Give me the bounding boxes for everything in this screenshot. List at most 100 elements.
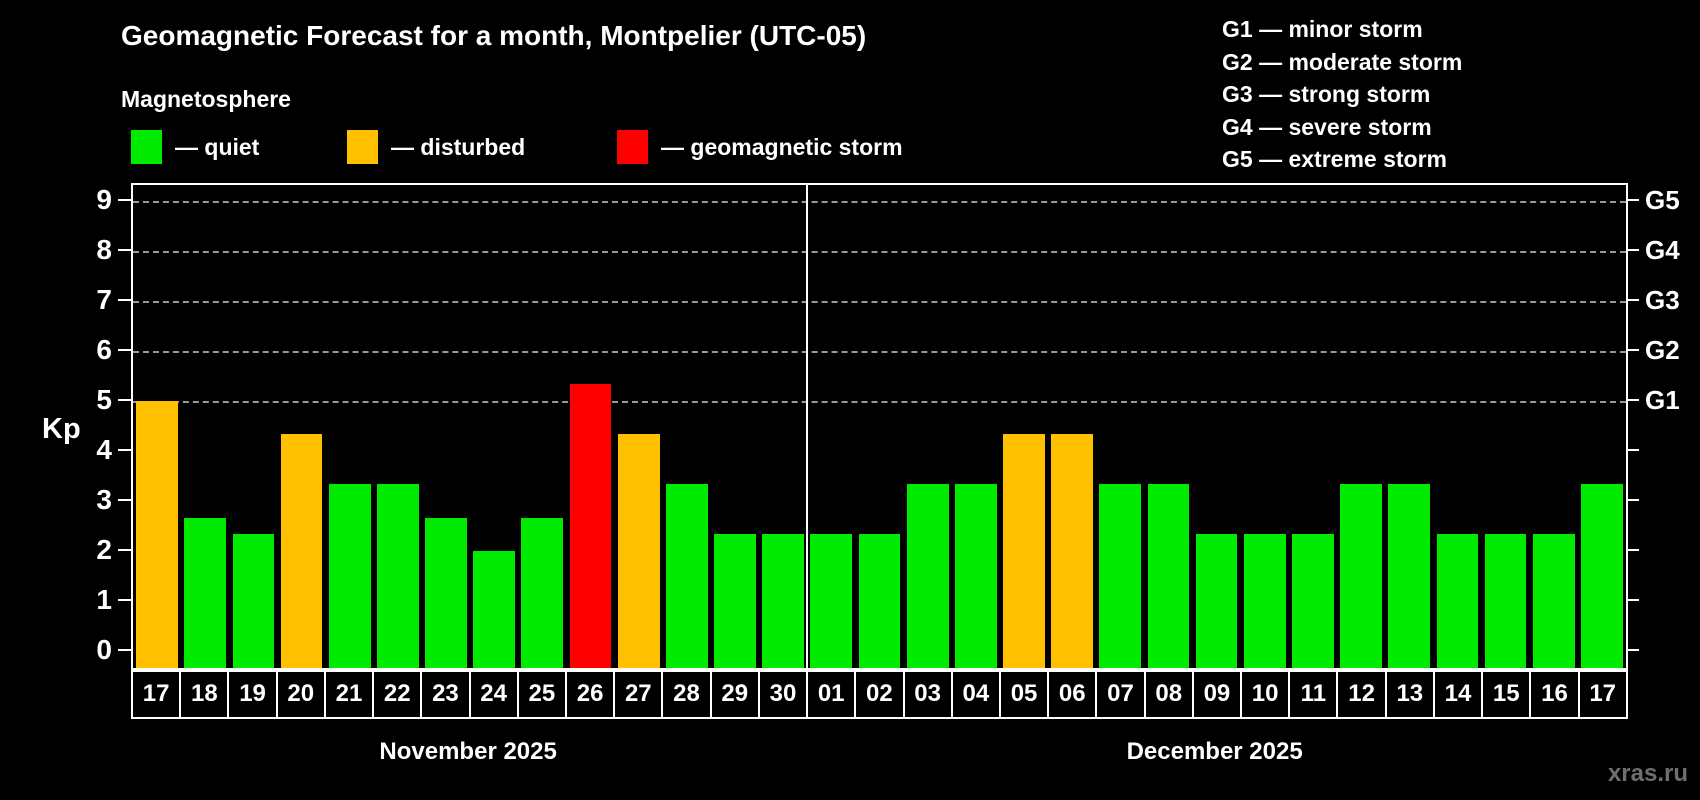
g-scale-label-g4: G4	[1645, 235, 1680, 265]
day-cell-13: 13	[1387, 670, 1435, 717]
kp-bar-day-14	[1436, 534, 1479, 670]
day-cell-04: 04	[953, 670, 1001, 717]
kp-bar-day-29	[714, 534, 756, 670]
kp-bar-day-18	[184, 517, 227, 670]
y-tick-label-7: 7	[96, 284, 112, 315]
gridline-kp7	[133, 301, 1626, 303]
g-scale-label-g5: G5	[1645, 185, 1680, 215]
kp-bar-day-07	[1099, 484, 1142, 670]
day-cell-29: 29	[712, 670, 760, 717]
kp-bar-day-06	[1051, 434, 1093, 670]
legend-label-disturbed: — disturbed	[391, 133, 526, 160]
left-tick-kp6	[118, 349, 131, 351]
storm-color-swatch	[617, 130, 648, 164]
legend-label-storm: — geomagnetic storm	[661, 133, 903, 160]
kp-bar-day-02	[858, 534, 901, 670]
day-cell-17: 17	[1589, 679, 1617, 707]
kp-bar-day-09	[1195, 534, 1238, 670]
day-cell-05: 05	[1001, 670, 1050, 717]
gridline-kp9	[133, 201, 1626, 203]
y-tick-label-9: 9	[96, 184, 112, 215]
day-cell-07: 07	[1097, 670, 1146, 717]
y-tick-label-8: 8	[96, 234, 112, 265]
right-tick-kp2	[1626, 549, 1639, 551]
day-cell-03: 03	[905, 670, 953, 717]
g-legend-line-g4: G4 — severe storm	[1222, 113, 1432, 140]
month-label-1: December 2025	[1126, 738, 1303, 765]
day-cell-25: 25	[519, 670, 567, 717]
kp-bar-day-26	[569, 384, 612, 670]
day-cell-19: 19	[229, 670, 278, 717]
kp-bar-day-20	[280, 434, 323, 670]
kp-bar-day-23	[425, 517, 467, 670]
kp-bar-day-30	[762, 534, 805, 670]
right-tick-kp0	[1626, 649, 1639, 651]
kp-bar-day-15	[1484, 534, 1527, 670]
day-cell-24: 24	[471, 670, 519, 717]
day-cell-30: 30	[760, 670, 809, 717]
kp-axis-title: Kp	[42, 413, 81, 445]
legend-item-storm: — geomagnetic storm	[617, 129, 903, 165]
g-scale-label-g2: G2	[1645, 335, 1680, 365]
quiet-color-swatch	[131, 130, 162, 164]
day-cell-23: 23	[422, 670, 471, 717]
plot-area	[131, 183, 1628, 672]
day-cell-08: 08	[1146, 670, 1194, 717]
right-tick-kp8	[1626, 249, 1639, 251]
g-legend-line-g1: G1 — minor storm	[1222, 16, 1423, 42]
kp-bar-day-28	[665, 484, 708, 670]
g-legend-line-g5: G5 — extreme storm	[1222, 146, 1447, 172]
kp-bar-day-08	[1147, 484, 1190, 670]
kp-bar-day-25	[521, 517, 564, 670]
g-legend-line-g2: G2 — moderate storm	[1222, 48, 1463, 75]
y-tick-label-5: 5	[96, 384, 112, 415]
y-tick-label-6: 6	[96, 334, 112, 365]
kp-bar-day-03	[906, 484, 949, 670]
day-cell-11: 11	[1290, 670, 1339, 717]
kp-bar-day-05	[1003, 434, 1045, 670]
left-tick-kp1	[118, 599, 131, 601]
day-cell-14: 14	[1435, 670, 1484, 717]
legend-item-quiet: — quiet	[131, 129, 259, 165]
g-legend-line-g3: G3 — strong storm	[1222, 81, 1431, 107]
day-cell-18: 18	[181, 670, 230, 717]
left-tick-kp3	[118, 499, 131, 501]
day-cell-28: 28	[663, 670, 712, 717]
kp-bar-day-17	[136, 400, 178, 670]
kp-bar-day-12	[1340, 484, 1382, 670]
day-cell-01: 01	[808, 670, 857, 717]
day-cell-20: 20	[278, 670, 326, 717]
kp-bar-day-04	[954, 484, 997, 670]
kp-bar-day-11	[1292, 534, 1334, 670]
gridline-kp5	[133, 401, 1626, 403]
day-cell-22: 22	[374, 670, 423, 717]
day-cell-06: 06	[1049, 670, 1098, 717]
left-tick-kp8	[118, 249, 131, 251]
month-label-0: November 2025	[379, 738, 557, 765]
kp-bar-day-13	[1388, 484, 1431, 670]
y-tick-label-0: 0	[96, 634, 112, 665]
kp-bar-day-17	[1581, 484, 1623, 670]
month-divider	[806, 185, 809, 670]
right-tick-kp5	[1626, 399, 1639, 401]
y-tick-label-4: 4	[96, 434, 112, 465]
right-tick-kp1	[1626, 599, 1639, 601]
legend-item-disturbed: — disturbed	[347, 129, 525, 165]
g-scale-legend: G1 — minor storm G2 — moderate storm G3 …	[1222, 13, 1462, 176]
day-cell-16: 16	[1531, 670, 1580, 717]
day-cell-15: 15	[1483, 670, 1532, 717]
watermark: xras.ru	[1607, 760, 1688, 787]
gridline-kp8	[133, 251, 1626, 253]
day-cell-02: 02	[856, 670, 905, 717]
day-cell-27: 27	[615, 670, 664, 717]
gridline-kp6	[133, 351, 1626, 353]
right-tick-kp9	[1626, 199, 1639, 201]
disturbed-color-swatch	[347, 130, 378, 164]
day-cell-26: 26	[567, 670, 616, 717]
day-cell-09: 09	[1194, 670, 1243, 717]
day-cell-17: 17	[133, 670, 182, 717]
y-tick-label-3: 3	[96, 484, 112, 515]
g-scale-label-g1: G1	[1645, 385, 1680, 415]
g-scale-label-g3: G3	[1645, 285, 1680, 315]
